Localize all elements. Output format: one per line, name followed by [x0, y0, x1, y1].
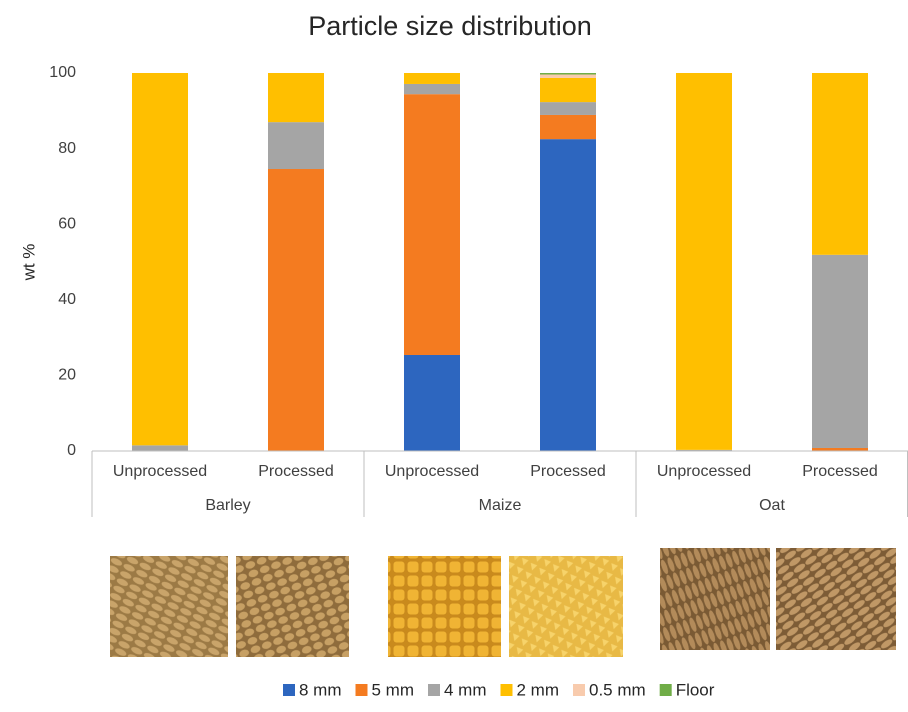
group-label: Oat	[759, 497, 785, 514]
bar-segment	[404, 355, 460, 451]
bar-segment	[540, 139, 596, 451]
photos	[110, 548, 896, 657]
bar-segment	[540, 78, 596, 102]
legend-swatch	[356, 684, 368, 696]
photo-barley-processed	[236, 556, 349, 657]
bar-segment	[132, 445, 188, 451]
legend-label: 8 mm	[299, 680, 342, 699]
x-tick-label: Processed	[802, 463, 878, 480]
legend-label: Floor	[676, 680, 715, 699]
bar-segment	[404, 84, 460, 94]
y-tick-label: 80	[58, 140, 76, 157]
bar-segment	[268, 122, 324, 169]
legend-label: 5 mm	[372, 680, 415, 699]
photo-oat-unprocessed	[660, 548, 770, 650]
bar-segment	[268, 73, 324, 122]
y-tick-label: 40	[58, 291, 76, 308]
x-tick-label: Unprocessed	[657, 463, 751, 480]
photo-barley-unprocessed	[110, 556, 228, 657]
bar-segment	[676, 73, 732, 450]
bar-segment	[540, 73, 596, 75]
bar-segment	[404, 73, 460, 84]
x-tick-label: Unprocessed	[385, 463, 479, 480]
x-tick-label: Processed	[530, 463, 606, 480]
bar-segment	[540, 75, 596, 78]
bar-segment	[132, 73, 188, 445]
photo-maize-unprocessed	[388, 556, 501, 657]
x-tick-label: Unprocessed	[113, 463, 207, 480]
legend-label: 4 mm	[444, 680, 487, 699]
legend-swatch	[501, 684, 513, 696]
y-axis-label: wt %	[19, 244, 38, 282]
bar-segment	[540, 115, 596, 139]
chart: Particle size distribution wt % 0 20 40 60 8…	[0, 0, 908, 712]
bar-segment	[812, 255, 868, 448]
y-tick-label: 20	[58, 367, 76, 384]
group-label: Barley	[205, 497, 250, 514]
legend-swatch	[428, 684, 440, 696]
chart-title: Particle size distribution	[308, 11, 592, 41]
legend-swatch	[660, 684, 672, 696]
y-tick-label: 100	[49, 64, 76, 81]
bar-segment	[404, 94, 460, 355]
bar-segment	[812, 73, 868, 255]
bar-segment	[268, 169, 324, 451]
photo-maize-processed	[509, 556, 623, 657]
legend-swatch	[573, 684, 585, 696]
legend-label: 2 mm	[517, 680, 560, 699]
legend-swatch	[283, 684, 295, 696]
legend-label: 0.5 mm	[589, 680, 646, 699]
bar-segment	[540, 102, 596, 115]
group-label: Maize	[479, 497, 522, 514]
x-tick-label: Processed	[258, 463, 334, 480]
photo-oat-processed	[776, 548, 896, 650]
y-tick-label: 60	[58, 215, 76, 232]
y-tick-label: 0	[67, 442, 76, 459]
